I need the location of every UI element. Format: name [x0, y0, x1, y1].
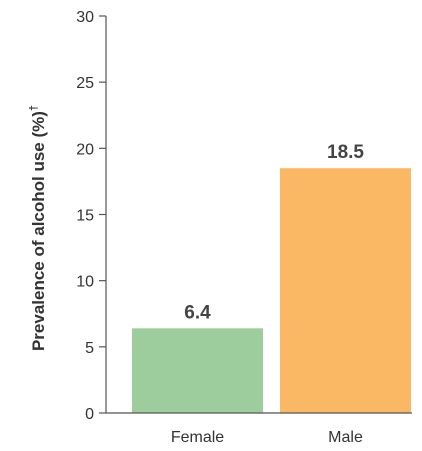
y-tick-label-25: 25: [76, 75, 94, 92]
y-tick-label-10: 10: [76, 274, 94, 291]
y-tick-label-30: 30: [76, 9, 94, 26]
x-tick-label-male: Male: [328, 429, 363, 446]
x-axis: Female Male: [106, 412, 412, 446]
y-tick-label-5: 5: [85, 340, 94, 357]
data-label-female: 6.4: [184, 302, 211, 323]
data-label-male: 18.5: [327, 142, 364, 163]
y-tick-label-15: 15: [76, 208, 94, 225]
y-tick-label-20: 20: [76, 141, 94, 158]
y-axis-title: Prevalence of alcohol use (%)†: [28, 105, 48, 351]
y-axis-title-text: Prevalence of alcohol use (%): [29, 111, 48, 351]
x-tick-label-female: Female: [171, 429, 224, 446]
bars: 6.4 18.5: [132, 142, 411, 413]
bar-female: [132, 328, 263, 413]
bar-male: [280, 168, 411, 413]
y-axis: 0 5 10 15 20 25 30: [76, 9, 107, 423]
y-axis-title-superscript: †: [28, 105, 40, 111]
y-tick-label-0: 0: [85, 406, 94, 423]
